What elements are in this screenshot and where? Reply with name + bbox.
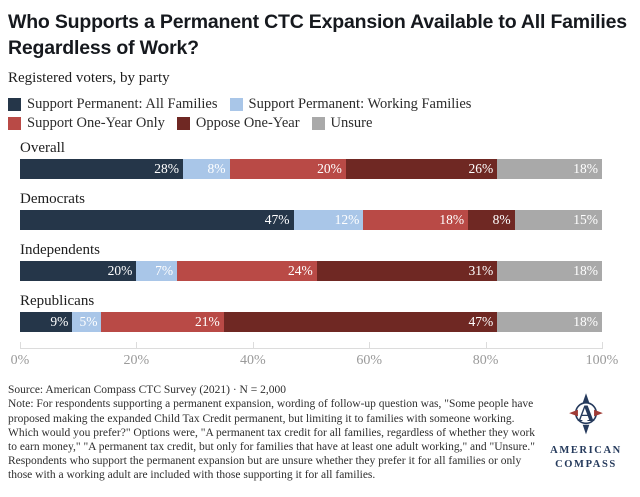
bar-segment: 15% — [514, 210, 602, 231]
legend-swatch-icon — [311, 117, 325, 131]
legend-swatch-icon — [229, 98, 243, 112]
bar-segment: 18% — [497, 159, 602, 180]
bar-segment-value: 47% — [264, 212, 290, 228]
bar-segment-value: 18% — [573, 314, 598, 330]
stacked-bar: 47% 12% 18% 8% 15% — [20, 210, 602, 231]
bar-segment-value: 31% — [468, 263, 494, 279]
chart-row: Independents 20% 7% 24% 31% 18% — [20, 242, 632, 282]
legend-item: Support Permanent: Working Families — [229, 96, 472, 113]
legend-item: Unsure — [311, 115, 373, 132]
legend-label: Support One-Year Only — [27, 115, 165, 132]
bar-segment: 31% — [316, 261, 498, 282]
source-line: Source: American Compass CTC Survey (202… — [8, 384, 286, 397]
bar-segment-value: 21% — [194, 314, 220, 330]
legend: Support Permanent: All Families Support P… — [8, 96, 612, 132]
bar-segment-value: 24% — [288, 263, 313, 279]
bar-segment-value: 20% — [107, 263, 133, 279]
footer-notes: Source: American Compass CTC Survey (202… — [8, 383, 540, 481]
bar-segment-value: 18% — [573, 263, 598, 279]
chart-row: Democrats 47% 12% 18% 8% 15% — [20, 191, 632, 231]
axis-tick — [485, 342, 487, 350]
bar-segment: 18% — [363, 210, 469, 231]
bar-segment-value: 8% — [207, 161, 226, 177]
bar-segment-value: 9% — [50, 314, 69, 330]
bar-segment-value: 15% — [573, 212, 598, 228]
svg-text:A: A — [578, 402, 595, 428]
axis-tick-label: 80% — [472, 353, 499, 369]
legend-swatch-icon — [8, 98, 21, 112]
bar-segment: 9% — [20, 312, 73, 333]
bar-segment-value: 7% — [155, 263, 174, 279]
bar-segment: 8% — [182, 159, 230, 180]
category-label: Republicans — [20, 293, 95, 310]
bar-segment-value: 26% — [468, 161, 494, 177]
stacked-bar: 9% 5% 21% 47% 18% — [20, 312, 602, 333]
axis-tick-label: 40% — [239, 353, 266, 369]
category-label: Independents — [20, 242, 100, 259]
bar-segment-value: 20% — [317, 161, 342, 177]
bar-segment-value: 47% — [468, 314, 494, 330]
footer: Source: American Compass CTC Survey (202… — [8, 383, 632, 481]
bar-segment-value: 12% — [334, 212, 360, 228]
legend-item: Support One-Year Only — [8, 115, 165, 132]
axis-tick — [20, 342, 21, 350]
bar-segment-value: 28% — [154, 161, 179, 177]
stacked-bar: 20% 7% 24% 31% 18% — [20, 261, 602, 282]
axis-tick — [369, 342, 371, 350]
bar-segment: 8% — [468, 210, 515, 231]
logo-text-line1: AMERICAN — [550, 445, 622, 457]
chart-rows: Overall 28% 8% 20% 26% 18% Democrats 47% 12% 18% 8… — [8, 140, 632, 333]
bar-segment: 12% — [293, 210, 364, 231]
axis-tick — [602, 342, 603, 350]
bar-segment: 47% — [223, 312, 498, 333]
category-label: Overall — [20, 140, 65, 157]
legend-item: Oppose One-Year — [176, 115, 300, 132]
legend-label: Support Permanent: Working Families — [248, 96, 472, 113]
bar-segment: 18% — [497, 312, 602, 333]
legend-item: Support Permanent: All Families — [8, 96, 218, 113]
legend-label: Support Permanent: All Families — [27, 96, 218, 113]
stacked-bar: 28% 8% 20% 26% 18% — [20, 159, 602, 180]
bar-segment: 20% — [20, 261, 137, 282]
axis-tick-label: 20% — [123, 353, 150, 369]
bar-segment: 5% — [72, 312, 102, 333]
axis-tick-label: 0% — [10, 353, 30, 369]
bar-segment-value: 5% — [79, 314, 98, 330]
legend-swatch-icon — [176, 117, 190, 131]
logo-text-line2: COMPASS — [555, 458, 617, 470]
chart-title: Who Supports a Permanent CTC Expansion A… — [8, 11, 627, 59]
american-compass-logo: A AMERICAN COMPASS — [540, 393, 632, 470]
bar-segment-value: 18% — [573, 161, 598, 177]
axis-tick-label: 60% — [356, 353, 383, 369]
bar-segment-value: 18% — [439, 212, 465, 228]
bar-segment: 18% — [497, 261, 602, 282]
compass-icon: A — [569, 393, 603, 435]
bar-segment: 28% — [20, 159, 183, 180]
bar-segment: 47% — [20, 210, 294, 231]
category-label: Democrats — [20, 191, 85, 208]
chart-row: Republicans 9% 5% 21% 47% 18% — [20, 293, 632, 333]
axis-tick — [136, 342, 138, 350]
bar-segment-value: 8% — [492, 212, 511, 228]
axis-tick-label: 100% — [585, 353, 619, 369]
bar-segment: 24% — [177, 261, 317, 282]
legend-swatch-icon — [8, 117, 21, 131]
legend-label: Unsure — [330, 115, 373, 132]
bar-segment: 21% — [101, 312, 224, 333]
chart-subtitle: Registered voters, by party — [8, 70, 170, 87]
bar-segment: 7% — [136, 261, 178, 282]
bar-segment: 20% — [229, 159, 346, 180]
note-text: Note: For respondents supporting a perma… — [8, 398, 536, 481]
legend-label: Oppose One-Year — [195, 115, 300, 132]
axis-tick — [252, 342, 254, 350]
x-axis: 0% 20% 40% 60% 80% 100% — [11, 342, 618, 375]
bar-segment: 26% — [345, 159, 498, 180]
chart-row: Overall 28% 8% 20% 26% 18% — [20, 140, 632, 180]
